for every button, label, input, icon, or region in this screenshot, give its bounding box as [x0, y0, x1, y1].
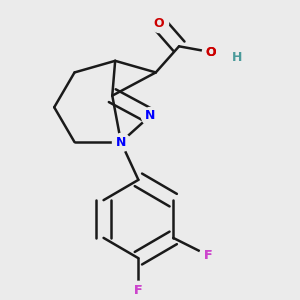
Text: O: O — [206, 46, 216, 59]
Text: H: H — [232, 51, 242, 64]
Text: O: O — [153, 16, 164, 30]
Text: F: F — [204, 249, 212, 262]
Text: F: F — [134, 284, 142, 297]
Text: F: F — [204, 249, 212, 262]
Text: F: F — [134, 284, 142, 297]
Text: N: N — [116, 136, 126, 148]
Text: N: N — [145, 110, 155, 122]
Text: O: O — [206, 46, 216, 59]
